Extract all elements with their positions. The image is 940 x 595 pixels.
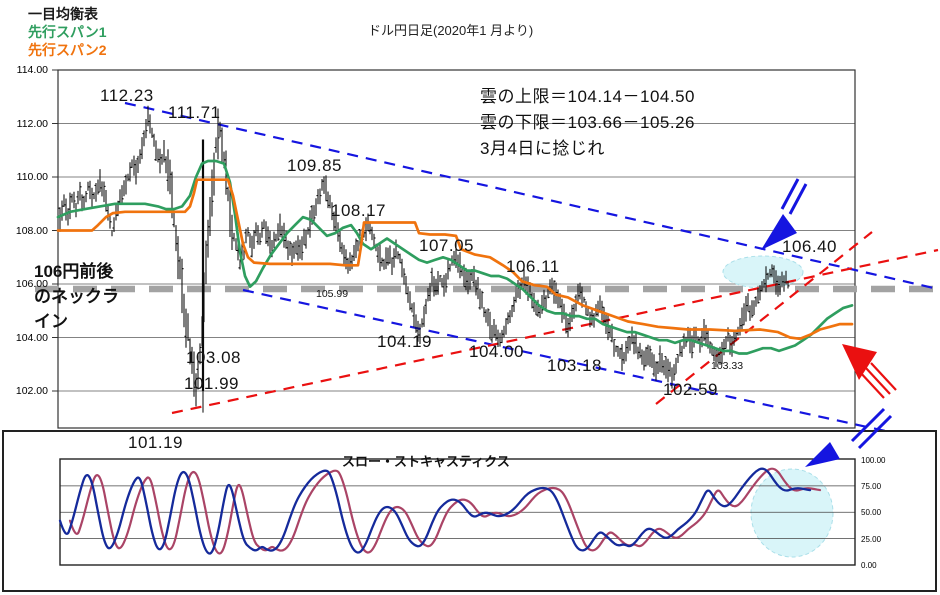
stochastics-title: スロー・ストキャスティクス: [342, 454, 510, 469]
blue-arrow-main-shaft: [780, 178, 800, 210]
price-label-111.71: 111.71: [168, 103, 221, 122]
price-label-109.85: 109.85: [287, 156, 342, 175]
trendline-steep-red-support: [655, 231, 873, 405]
red-arrow-main-head: [842, 344, 877, 380]
price-label-101.19: 101.19: [128, 433, 183, 452]
red-arrow-main-shaft: [858, 370, 885, 399]
blue-arrow-main-shaft: [788, 183, 808, 215]
blue-arrow-stoch-shaft: [850, 407, 886, 443]
trendline-long-red-support: [171, 248, 939, 415]
price-label-103.33: 103.33: [711, 360, 744, 372]
cloud-upper-note: 雲の上限＝104.14－104.50: [480, 87, 695, 106]
stoch-y-axis-label-25.00: 25.00: [861, 534, 882, 544]
main-y-axis-label-106.00: 106.00: [15, 278, 48, 290]
blue-arrow-main-head: [761, 214, 797, 250]
legend-span2-label: 先行スパン2: [28, 42, 107, 58]
candlestick-bars: [58, 105, 790, 407]
price-label-108.17: 108.17: [331, 201, 386, 220]
legend-ichimoku-label: 一目均衡表: [28, 6, 98, 22]
cloud-annotations: 雲の上限＝104.14－104.50 雲の下限＝103.66－105.26 3月…: [480, 84, 695, 162]
stoch-plot-border: [59, 458, 856, 566]
main-y-axis-label-108.00: 108.00: [15, 224, 48, 237]
stoch-y-axis-label-50.00: 50.00: [861, 508, 882, 518]
red-arrow-main-shaft: [870, 362, 897, 391]
stoch-y-axis-label-100.00: 100.00: [861, 455, 886, 465]
trendline-upper-resistance: [124, 101, 939, 291]
highlight-ellipse-0: [722, 255, 804, 289]
legend-span1-label: 先行スパン1: [28, 24, 107, 40]
blue-arrow-stoch-shaft: [857, 414, 893, 450]
price-label-107.05: 107.05: [419, 236, 474, 255]
stoch-d-line: [68, 467, 822, 555]
price-label-106.11: 106.11: [506, 257, 560, 276]
main-plot-border: [57, 69, 856, 429]
price-label-105.99: 105.99: [316, 288, 349, 300]
twist-note: 3月4日に捻じれ: [480, 139, 605, 158]
stoch-k-line: [58, 467, 812, 555]
stoch-y-axis-label-75.00: 75.00: [861, 481, 882, 491]
blue-arrow-stoch-head: [805, 442, 840, 467]
red-arrow-main-shaft: [864, 366, 891, 395]
price-label-106.40: 106.40: [782, 237, 837, 256]
senkou-span1-line: [56, 159, 854, 355]
highlight-ellipse-1: [750, 468, 834, 558]
trendline-lower-support-blue: [242, 288, 891, 434]
main-y-axis-label-114.00: 114.00: [16, 64, 48, 76]
main-y-axis-label-112.00: 112.00: [16, 117, 48, 130]
cloud-lower-note: 雲の下限＝103.66－105.26: [480, 113, 695, 132]
price-label-104.00: 104.00: [469, 342, 524, 361]
price-label-101.99: 101.99: [184, 374, 239, 393]
senkou-span2-line: [56, 178, 854, 341]
price-label-112.23: 112.23: [100, 86, 154, 105]
main-y-axis-label-110.00: 110.00: [16, 171, 48, 183]
price-label-103.18: 103.18: [547, 356, 602, 375]
main-y-axis-label-104.00: 104.00: [15, 331, 48, 344]
price-label-102.59: 102.59: [663, 380, 718, 399]
legend: 一目均衡表 先行スパン1 先行スパン2: [28, 5, 107, 59]
main-y-axis-label-102.00: 102.00: [15, 385, 48, 397]
price-label-104.19: 104.19: [377, 332, 432, 351]
price-label-103.08: 103.08: [186, 348, 241, 367]
neckline-note: 106円前後のネックライン: [34, 262, 119, 331]
lower-panel-border: [2, 430, 937, 592]
stoch-y-axis-label-0.00: 0.00: [861, 561, 877, 570]
chart-title: ドル円日足(2020年1 月より): [368, 23, 534, 38]
